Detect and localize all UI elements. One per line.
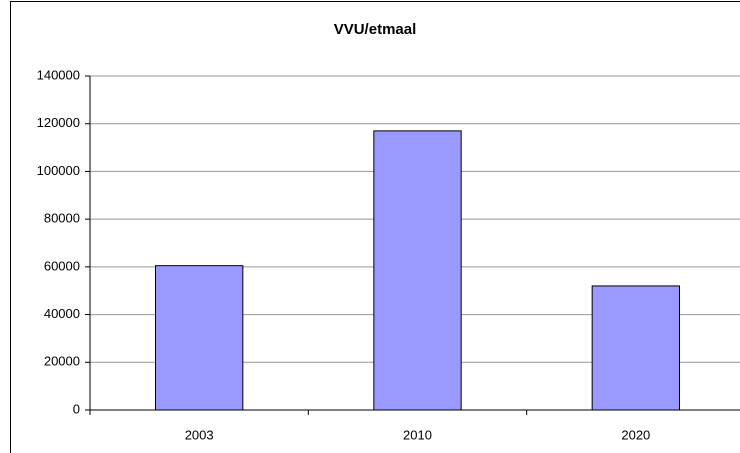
x-tick-label: 2010 [403, 427, 432, 442]
y-tick-label: 80000 [44, 211, 80, 226]
bar [591, 285, 681, 411]
bar [373, 130, 462, 411]
y-tick-label: 0 [73, 401, 80, 416]
y-tick-label: 20000 [44, 354, 80, 369]
y-tick-label: 60000 [44, 258, 80, 273]
chart-title: VVU/etmaal [334, 21, 417, 38]
x-tick-label: 2003 [185, 427, 214, 442]
y-tick-label: 40000 [44, 306, 80, 321]
y-tick-label: 100000 [37, 163, 80, 178]
bar [155, 265, 244, 411]
y-tick-label: 140000 [37, 67, 80, 82]
x-tick-label: 2020 [621, 427, 650, 442]
y-tick-label: 120000 [37, 115, 80, 130]
